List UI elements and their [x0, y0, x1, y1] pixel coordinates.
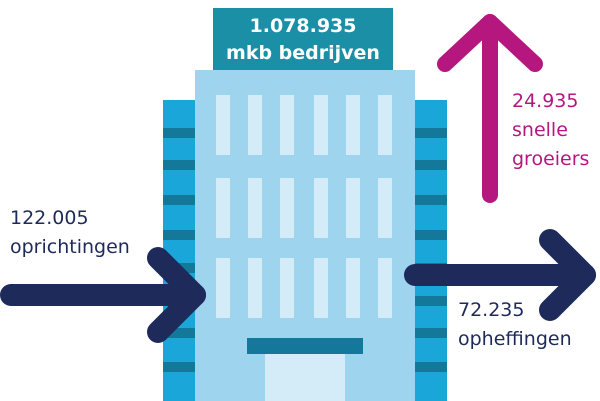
growth-arrow — [437, 14, 543, 203]
inflow-label: oprichtingen — [10, 236, 130, 258]
inflow-arrow — [0, 247, 206, 343]
sign-label: mkb bedrijven — [226, 42, 380, 64]
outflow-label: opheffingen — [458, 328, 572, 350]
growth-label-1: snelle — [512, 119, 568, 141]
outflow-arrow — [404, 229, 596, 321]
growth-number: 24.935 — [512, 90, 578, 112]
inflow-number: 122.005 — [10, 207, 89, 229]
growth-label-2: groeiers — [512, 148, 589, 170]
outflow-number: 72.235 — [458, 299, 524, 321]
building — [163, 8, 447, 401]
sign-number: 1.078.935 — [250, 15, 357, 37]
